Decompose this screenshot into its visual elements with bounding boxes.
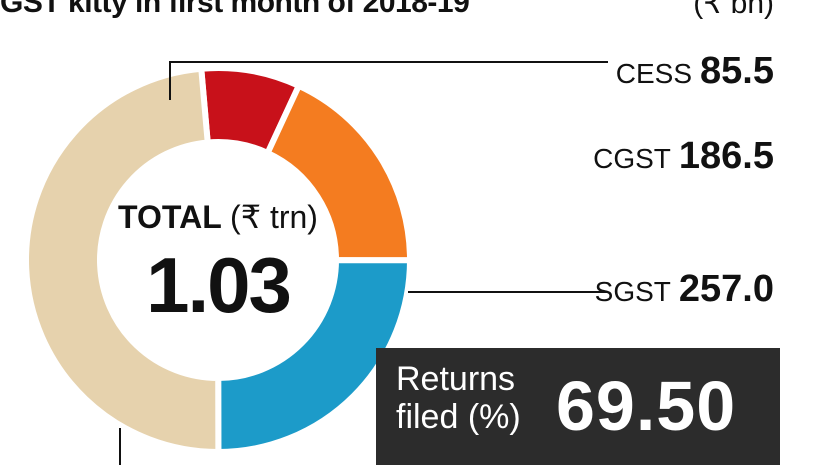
legend-sgst: SGST 257.0 xyxy=(595,268,774,311)
slice-sgst xyxy=(215,257,414,456)
cess-leader-line xyxy=(169,61,608,100)
returns-label-line2: filed (%) xyxy=(396,398,521,437)
legend-cgst-value: 186.5 xyxy=(678,135,774,177)
legend-cess-value: 85.5 xyxy=(700,50,774,92)
legend-cgst: CGST 186.5 xyxy=(593,135,774,178)
returns-label: Returns filed (%) xyxy=(396,360,521,436)
legend-sgst-value: 257.0 xyxy=(678,268,774,310)
returns-label-line1: Returns xyxy=(396,360,516,398)
unit-label: (₹ bn) xyxy=(693,0,774,20)
legend-cgst-name: CGST xyxy=(593,143,671,174)
legend-cess: CESS 85.5 xyxy=(616,50,774,93)
legend-sgst-name: SGST xyxy=(594,276,671,307)
returns-value: 69.50 xyxy=(556,367,737,445)
total-label-text: TOTAL xyxy=(118,199,222,235)
chart-title: GST kitty in first month of 2018-19 xyxy=(0,0,470,19)
slice-igst xyxy=(23,65,222,456)
returns-box: Returns filed (%) 69.50 xyxy=(376,348,780,465)
legend-cess-name: CESS xyxy=(615,58,693,89)
total-label: TOTAL (₹ trn) xyxy=(108,198,328,236)
total-unit: (₹ trn) xyxy=(230,199,318,235)
total-value: 1.03 xyxy=(146,241,292,329)
